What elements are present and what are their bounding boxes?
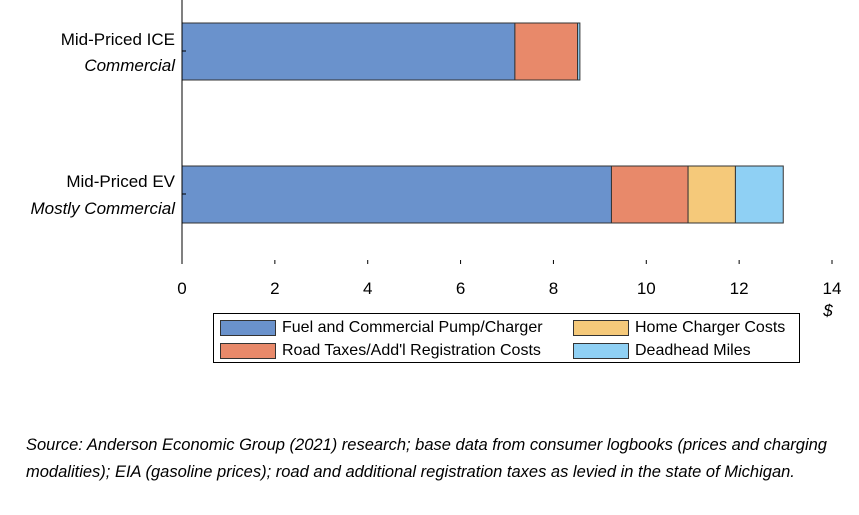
legend-label-deadhead: Deadhead Miles	[635, 342, 751, 359]
bars-group	[181, 22, 784, 224]
legend-swatch-road-taxes	[220, 343, 276, 359]
legend-swatch-home-charger	[573, 320, 629, 336]
legend-label-fuel: Fuel and Commercial Pump/Charger	[282, 319, 543, 336]
x-tick-label-14: 14	[823, 279, 842, 298]
category-sublabel-ice: Commercial	[84, 56, 175, 75]
x-tick-label-8: 8	[549, 279, 558, 298]
bar-ice-road-taxes-add-l-registration-costs	[514, 22, 579, 81]
x-ticks: 0 2 4 6 8 10 12 14	[177, 260, 841, 298]
x-tick-label-0: 0	[177, 279, 186, 298]
category-label-ice: Mid-Priced ICE	[60, 30, 175, 49]
x-tick-label-6: 6	[456, 279, 465, 298]
x-tick-label-2: 2	[270, 279, 279, 298]
legend-swatch-deadhead	[573, 343, 629, 359]
legend-swatch-fuel	[220, 320, 276, 336]
legend-item-fuel: Fuel and Commercial Pump/Charger	[220, 319, 543, 337]
bar-ice-fuel-and-commercial-pump-charger	[181, 22, 516, 81]
bar-ice-deadhead-miles	[577, 22, 581, 81]
legend-item-deadhead: Deadhead Miles	[573, 342, 751, 360]
x-tick-label-12: 12	[730, 279, 749, 298]
category-label-ev: Mid-Priced EV	[66, 172, 175, 191]
legend-label-road-taxes: Road Taxes/Add'l Registration Costs	[282, 342, 541, 359]
bar-ev-fuel-and-commercial-pump-charger	[181, 165, 612, 224]
bar-ev-home-charger-costs	[687, 165, 736, 224]
bar-ev-road-taxes-add-l-registration-costs	[610, 165, 689, 224]
y-ticks	[182, 50, 186, 195]
legend-item-road-taxes: Road Taxes/Add'l Registration Costs	[220, 342, 541, 360]
stacked-bar-chart: 0 2 4 6 8 10 12 14 $	[177, 0, 841, 320]
x-tick-label-4: 4	[363, 279, 372, 298]
source-note: Source: Anderson Economic Group (2021) r…	[26, 436, 827, 481]
category-sublabel-ev: Mostly Commercial	[30, 199, 175, 218]
bar-ev-deadhead-miles	[734, 165, 784, 224]
x-unit-label: $	[822, 301, 833, 320]
x-tick-label-10: 10	[637, 279, 656, 298]
legend-label-home-charger: Home Charger Costs	[635, 319, 786, 336]
legend-item-home-charger: Home Charger Costs	[573, 319, 785, 337]
chart-legend: Fuel and Commercial Pump/Charger Road Ta…	[213, 313, 800, 363]
